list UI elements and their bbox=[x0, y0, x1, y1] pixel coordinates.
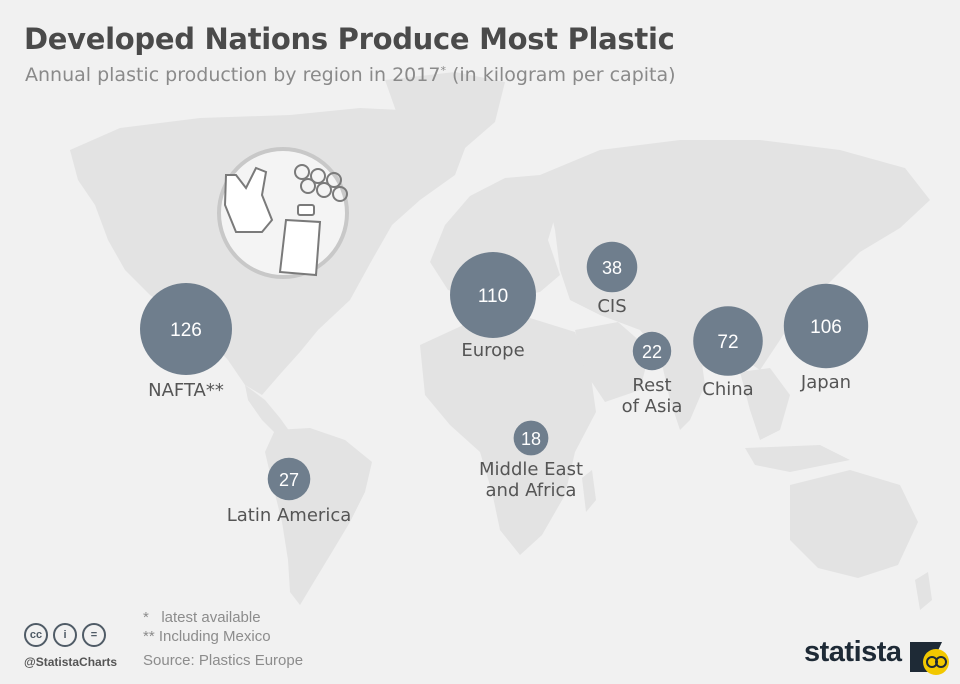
bubble-layer: 126 NAFTA** 110 Europe 106 Japan 72 China 38 CIS 2… bbox=[140, 241, 869, 526]
bubble-value-label-3: 72 bbox=[717, 332, 738, 353]
bubble-0 bbox=[140, 283, 232, 375]
region-label-6: Rest of Asia bbox=[622, 375, 683, 417]
chart-subtitle: Annual plastic production by region in 2… bbox=[25, 64, 676, 86]
world-map bbox=[70, 72, 932, 610]
region-label-7: Middle East and Africa bbox=[479, 459, 583, 501]
source-note: Source: Plastics Europe bbox=[143, 652, 304, 669]
attribution-icon[interactable]: i bbox=[53, 623, 77, 647]
region-label-5: Latin America bbox=[227, 505, 352, 526]
creative-commons-icon[interactable]: cc bbox=[24, 623, 48, 647]
bubble-6 bbox=[632, 331, 672, 371]
region-label-3: China bbox=[702, 379, 753, 400]
footnote-latest: * latest available bbox=[143, 609, 261, 626]
region-label-2: Japan bbox=[800, 372, 851, 393]
statista-wordmark: statista bbox=[804, 636, 902, 668]
subtitle-unit: (in kilogram per capita) bbox=[445, 64, 676, 86]
license-icons: cc i = bbox=[24, 623, 106, 647]
no-derivatives-icon[interactable]: = bbox=[82, 623, 106, 647]
bubble-2 bbox=[783, 283, 869, 369]
region-label-4: CIS bbox=[597, 296, 626, 317]
subtitle-text: Annual plastic production by region in 2… bbox=[25, 64, 441, 86]
plastic-bag-icon bbox=[223, 166, 274, 233]
bubble-value-label-4: 38 bbox=[602, 258, 622, 278]
region-label-0: NAFTA** bbox=[148, 380, 224, 401]
six-pack-ring-icon bbox=[294, 164, 348, 202]
chart-title: Developed Nations Produce Most Plastic bbox=[24, 22, 675, 56]
footnote-mexico: ** Including Mexico bbox=[143, 628, 271, 645]
plastic-bottle-icon bbox=[278, 204, 322, 277]
bubble-value-label-5: 27 bbox=[279, 470, 299, 490]
bubble-4 bbox=[586, 241, 638, 293]
twitter-handle[interactable]: @StatistaCharts bbox=[24, 655, 118, 669]
region-label-1: Europe bbox=[461, 340, 524, 361]
bubble-value-label-0: 126 bbox=[170, 320, 202, 341]
bubble-7 bbox=[513, 420, 549, 456]
bubble-1 bbox=[450, 252, 536, 338]
bubble-value-label-2: 106 bbox=[810, 317, 842, 338]
bubble-3 bbox=[693, 306, 763, 376]
bubble-value-label-1: 110 bbox=[478, 286, 508, 307]
plastic-items-illustration bbox=[217, 147, 349, 279]
bubble-value-label-7: 18 bbox=[521, 429, 541, 449]
statista-logo[interactable]: statista bbox=[804, 636, 902, 669]
bubble-5 bbox=[267, 457, 311, 501]
footnotes: * latest available ** Including Mexico bbox=[143, 608, 271, 646]
bubble-value-label-6: 22 bbox=[642, 342, 662, 362]
subtitle-footnote-mark: * bbox=[440, 64, 446, 77]
statista-logo-mark-icon bbox=[910, 642, 949, 675]
